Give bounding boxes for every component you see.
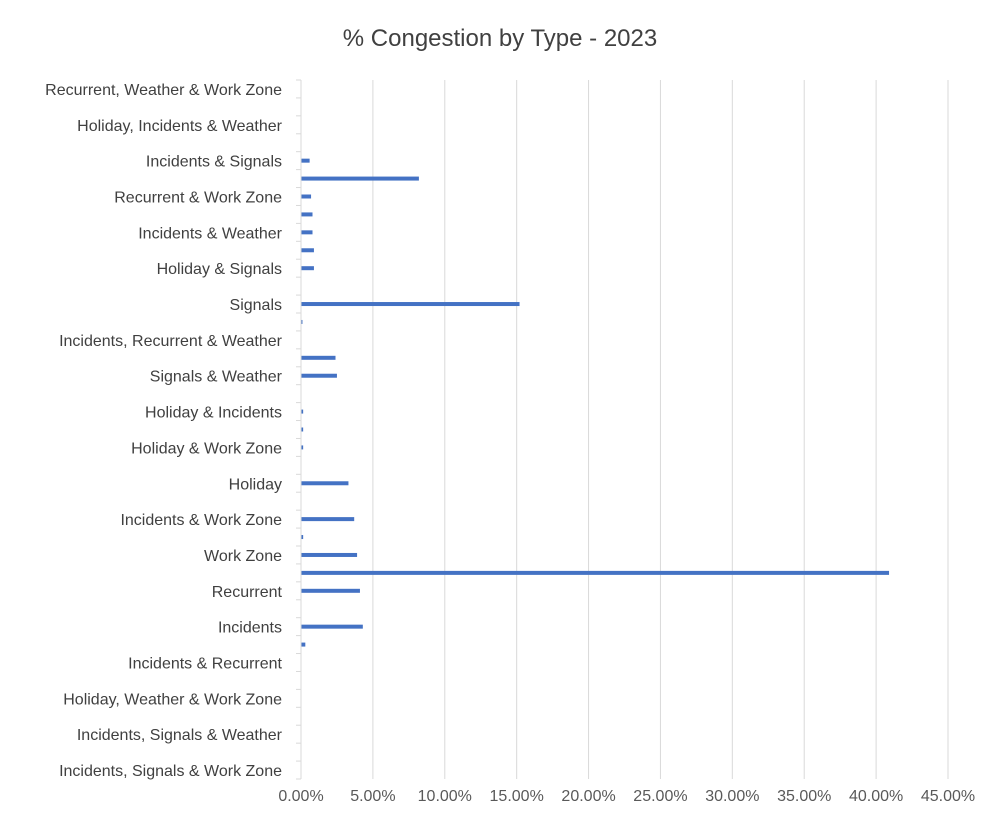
category-label: Holiday, Weather & Work Zone xyxy=(63,691,282,708)
bar xyxy=(301,194,312,199)
category-label: Signals & Weather xyxy=(150,369,283,386)
category-label: Recurrent, Weather & Work Zone xyxy=(45,82,282,99)
bar xyxy=(301,642,306,647)
bar xyxy=(301,409,304,414)
x-tick-label: 15.00% xyxy=(490,788,544,805)
bar xyxy=(301,355,336,360)
bar xyxy=(301,319,303,324)
category-label: Incidents & Weather xyxy=(138,225,282,242)
category-label: Incidents, Signals & Weather xyxy=(77,727,283,744)
bar xyxy=(301,517,355,522)
category-label: Holiday & Work Zone xyxy=(131,440,282,457)
x-tick-label: 25.00% xyxy=(633,788,687,805)
bar xyxy=(301,535,304,540)
category-label: Holiday & Signals xyxy=(157,261,282,278)
bar xyxy=(301,266,314,271)
x-tick-label: 5.00% xyxy=(350,788,395,805)
category-label: Incidents & Signals xyxy=(146,154,282,171)
bar xyxy=(301,624,363,629)
bar xyxy=(301,176,419,181)
gridlines xyxy=(372,80,949,779)
bar xyxy=(301,570,890,575)
x-tick-label: 30.00% xyxy=(705,788,759,805)
x-tick-label: 0.00% xyxy=(278,788,323,805)
bar xyxy=(301,588,360,593)
x-tick-label: 40.00% xyxy=(849,788,903,805)
category-label: Holiday, Incidents & Weather xyxy=(77,118,283,135)
category-axis xyxy=(296,79,302,780)
category-label: Work Zone xyxy=(204,548,282,565)
category-label: Recurrent xyxy=(212,584,283,601)
bar xyxy=(301,427,304,432)
category-label: Incidents xyxy=(218,620,282,637)
x-tick-label: 35.00% xyxy=(777,788,831,805)
bars xyxy=(301,158,890,647)
bar xyxy=(301,481,349,486)
category-label: Incidents & Work Zone xyxy=(120,512,282,529)
x-tick-label: 45.00% xyxy=(921,788,975,805)
bar xyxy=(301,248,314,253)
category-labels: Recurrent, Weather & Work Zone Holiday, I… xyxy=(45,82,283,780)
bar xyxy=(301,373,337,378)
x-tick-label: 20.00% xyxy=(561,788,615,805)
category-label: Recurrent & Work Zone xyxy=(114,190,282,207)
bar xyxy=(301,230,313,235)
bar xyxy=(301,158,310,163)
category-label: Holiday xyxy=(229,476,282,493)
x-tick-label: 10.00% xyxy=(418,788,472,805)
bar xyxy=(301,445,304,450)
bar xyxy=(301,302,520,307)
category-label: Incidents, Recurrent & Weather xyxy=(59,333,283,350)
category-label: Incidents, Signals & Work Zone xyxy=(59,763,282,780)
value-tick-labels: 0.00% 5.00% 10.00% 15.00% 20.00% 25.00% 30.00%… xyxy=(278,788,975,805)
chart-title: % Congestion by Type - 2023 xyxy=(343,25,657,52)
bar xyxy=(301,212,313,217)
category-label: Holiday & Incidents xyxy=(145,405,282,422)
category-label: Signals xyxy=(230,297,282,314)
bar xyxy=(301,552,358,557)
category-label: Incidents & Recurrent xyxy=(128,656,282,673)
